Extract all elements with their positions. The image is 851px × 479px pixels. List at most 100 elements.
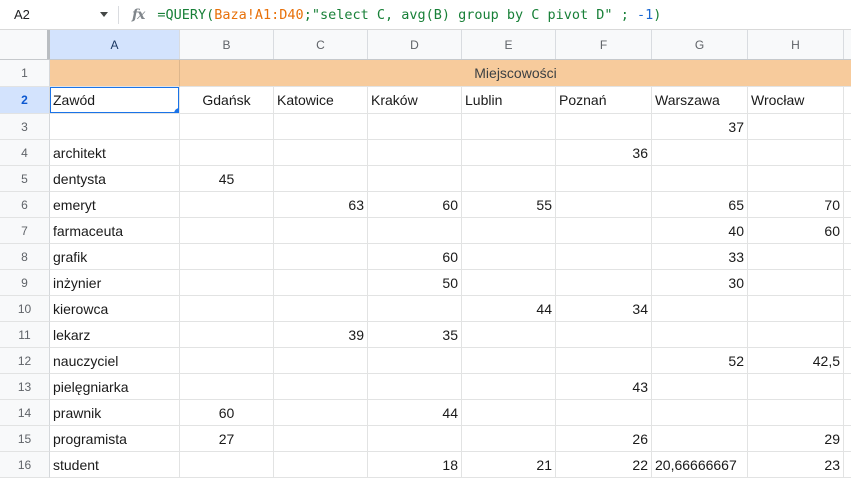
cell-D14[interactable]: 44 (368, 400, 462, 426)
cell-F8[interactable] (556, 244, 652, 270)
cell-C13[interactable] (274, 374, 368, 400)
cell-B7[interactable] (180, 218, 274, 244)
cell-C4[interactable] (274, 140, 368, 166)
cell-A4[interactable]: architekt (50, 140, 180, 166)
row-header-15[interactable]: 15 (0, 426, 50, 452)
row-header-4[interactable]: 4 (0, 140, 50, 166)
cell-H9[interactable] (748, 270, 844, 296)
cell-E10[interactable]: 44 (462, 296, 556, 322)
cell-D4[interactable] (368, 140, 462, 166)
cell-H6[interactable]: 70 (748, 192, 844, 218)
cell-B12[interactable] (180, 348, 274, 374)
cell-A13[interactable]: pielęgniarka (50, 374, 180, 400)
cell-D5[interactable] (368, 166, 462, 192)
cell-partial-3[interactable] (844, 114, 851, 140)
cell-B3[interactable] (180, 114, 274, 140)
cell-partial-6[interactable] (844, 192, 851, 218)
cell-F16[interactable]: 22 (556, 452, 652, 478)
cell-H15[interactable]: 29 (748, 426, 844, 452)
cell-partial-5[interactable] (844, 166, 851, 192)
cell-G7[interactable]: 40 (652, 218, 748, 244)
cell-B6[interactable] (180, 192, 274, 218)
cell-partial-4[interactable] (844, 140, 851, 166)
cell-B11[interactable] (180, 322, 274, 348)
cell-B15[interactable]: 27 (180, 426, 274, 452)
row-header-14[interactable]: 14 (0, 400, 50, 426)
cell-C7[interactable] (274, 218, 368, 244)
cell-partial-16[interactable] (844, 452, 851, 478)
cell-B16[interactable] (180, 452, 274, 478)
cell-E6[interactable]: 55 (462, 192, 556, 218)
cell-A14[interactable]: prawnik (50, 400, 180, 426)
cell-A11[interactable]: lekarz (50, 322, 180, 348)
cell-F12[interactable] (556, 348, 652, 374)
cell-D2[interactable]: Kraków (368, 87, 462, 114)
cell-G5[interactable] (652, 166, 748, 192)
column-header-A[interactable]: A (50, 30, 180, 59)
row-header-13[interactable]: 13 (0, 374, 50, 400)
cell-A16[interactable]: student (50, 452, 180, 478)
cell-G6[interactable]: 65 (652, 192, 748, 218)
cell-G4[interactable] (652, 140, 748, 166)
cell-D11[interactable]: 35 (368, 322, 462, 348)
cell-partial-10[interactable] (844, 296, 851, 322)
cell-F6[interactable] (556, 192, 652, 218)
cell-B4[interactable] (180, 140, 274, 166)
cell-A7[interactable]: farmaceuta (50, 218, 180, 244)
select-all-corner[interactable] (0, 30, 50, 59)
cell-D3[interactable] (368, 114, 462, 140)
name-box[interactable]: A2 (0, 7, 118, 22)
row-header-11[interactable]: 11 (0, 322, 50, 348)
cell-G14[interactable] (652, 400, 748, 426)
cell-F10[interactable]: 34 (556, 296, 652, 322)
cell-H13[interactable] (748, 374, 844, 400)
cell-partial-11[interactable] (844, 322, 851, 348)
cell-G10[interactable] (652, 296, 748, 322)
cell-partial-12[interactable] (844, 348, 851, 374)
fill-handle[interactable] (174, 108, 179, 113)
cell-H5[interactable] (748, 166, 844, 192)
formula-input[interactable]: =QUERY(Baza!A1:D40;"select C, avg(B) gro… (157, 7, 661, 23)
cell-A3[interactable] (50, 114, 180, 140)
chevron-down-icon[interactable] (100, 12, 108, 17)
row-header-16[interactable]: 16 (0, 452, 50, 478)
row-header-2[interactable]: 2 (0, 87, 50, 114)
cell-A10[interactable]: kierowca (50, 296, 180, 322)
cell-E2[interactable]: Lublin (462, 87, 556, 114)
cell-D13[interactable] (368, 374, 462, 400)
cell-C2[interactable]: Katowice (274, 87, 368, 114)
cell-F9[interactable] (556, 270, 652, 296)
cell-B14[interactable]: 60 (180, 400, 274, 426)
column-header-G[interactable]: G (652, 30, 748, 59)
cell-E7[interactable] (462, 218, 556, 244)
cell-G2[interactable]: Warszawa (652, 87, 748, 114)
cell-D8[interactable]: 60 (368, 244, 462, 270)
column-header-B[interactable]: B (180, 30, 274, 59)
row-header-7[interactable]: 7 (0, 218, 50, 244)
cell-B9[interactable] (180, 270, 274, 296)
cell-C8[interactable] (274, 244, 368, 270)
cell-H8[interactable] (748, 244, 844, 270)
cell-H16[interactable]: 23 (748, 452, 844, 478)
cell-partial-2[interactable] (844, 87, 851, 114)
cell-D9[interactable]: 50 (368, 270, 462, 296)
cell-F14[interactable] (556, 400, 652, 426)
cell-B8[interactable] (180, 244, 274, 270)
cell-F11[interactable] (556, 322, 652, 348)
cell-A5[interactable]: dentysta (50, 166, 180, 192)
cell-partial-15[interactable] (844, 426, 851, 452)
cell-G16[interactable]: 20,66666667 (652, 452, 748, 478)
cell-A6[interactable]: emeryt (50, 192, 180, 218)
cell-C14[interactable] (274, 400, 368, 426)
cell-H14[interactable] (748, 400, 844, 426)
cell-F4[interactable]: 36 (556, 140, 652, 166)
cell-A1[interactable] (50, 60, 180, 87)
cell-partial-14[interactable] (844, 400, 851, 426)
cell-A8[interactable]: grafik (50, 244, 180, 270)
cell-B13[interactable] (180, 374, 274, 400)
cell-partial-7[interactable] (844, 218, 851, 244)
cell-C10[interactable] (274, 296, 368, 322)
row-header-1[interactable]: 1 (0, 60, 50, 87)
cell-D6[interactable]: 60 (368, 192, 462, 218)
row-header-5[interactable]: 5 (0, 166, 50, 192)
